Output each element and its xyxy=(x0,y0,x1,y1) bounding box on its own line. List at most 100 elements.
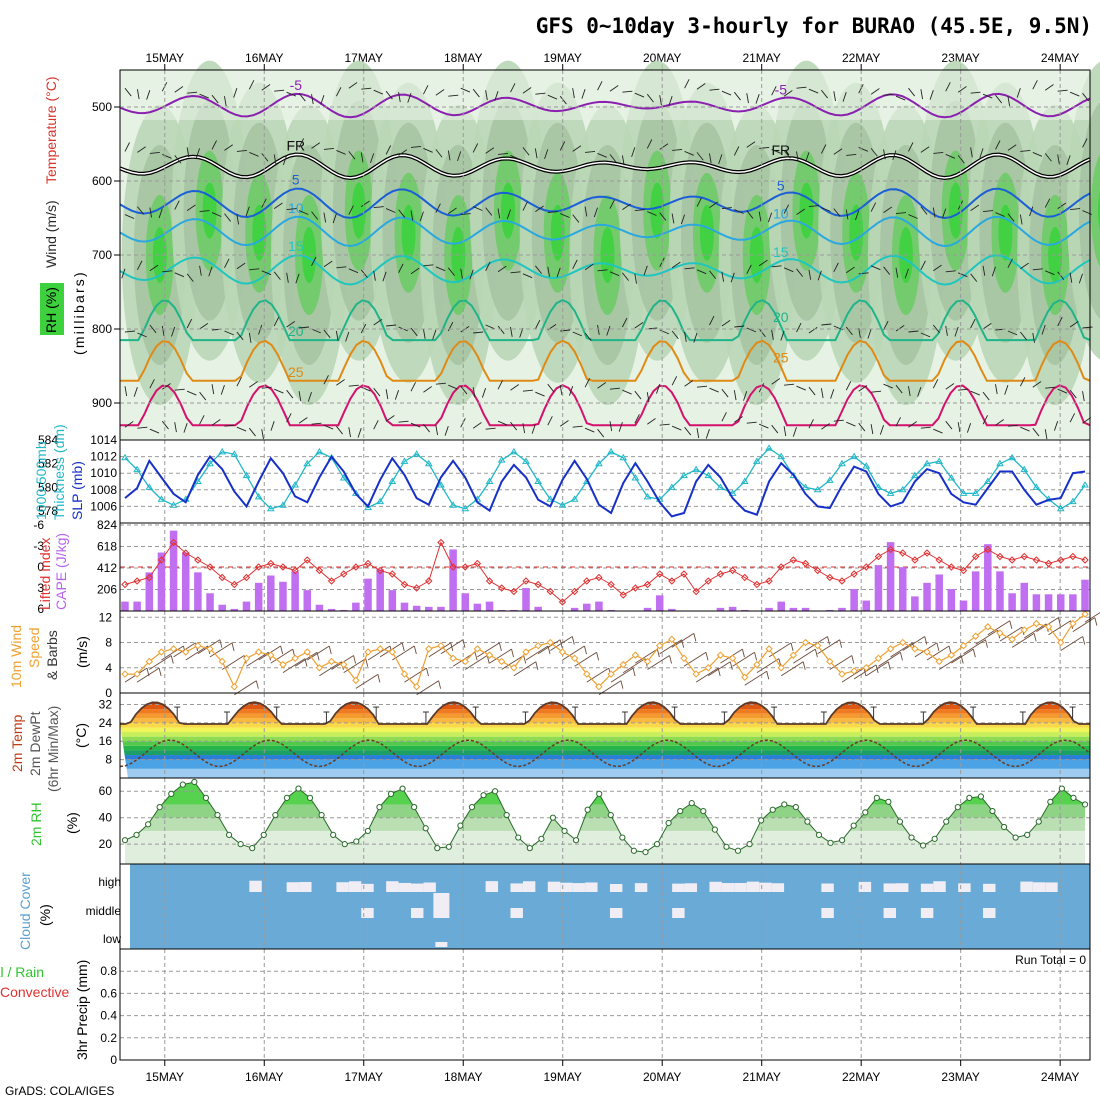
barb xyxy=(970,273,978,282)
cape-bar xyxy=(364,578,372,611)
barb xyxy=(547,211,558,214)
barb xyxy=(124,87,132,97)
barb xyxy=(224,258,230,269)
barb xyxy=(373,318,383,326)
wind10m-barb xyxy=(465,655,488,670)
cloud-clear-middle xyxy=(983,908,996,918)
barb xyxy=(174,388,185,391)
barb xyxy=(1032,80,1038,90)
cloud-middle-label: middle xyxy=(86,904,122,918)
barb xyxy=(817,270,822,281)
thickness-point xyxy=(424,459,433,467)
barb xyxy=(448,384,458,390)
barb xyxy=(460,213,471,216)
wind10m-barb xyxy=(1084,612,1100,623)
li-point xyxy=(388,570,397,578)
li-point xyxy=(182,549,190,557)
wind10m-barb-flag xyxy=(924,636,928,645)
day-label-top: 20MAY xyxy=(643,51,681,65)
wind10m-barb-flag xyxy=(353,655,357,664)
li-point xyxy=(497,584,506,592)
li-point xyxy=(570,587,579,596)
wind10m-point xyxy=(267,651,275,659)
barb xyxy=(671,376,678,386)
wind10m-point xyxy=(461,657,469,666)
barb xyxy=(336,425,343,435)
barb xyxy=(858,327,861,338)
cloud-clear-high xyxy=(386,881,399,892)
cape-bar xyxy=(376,569,384,611)
thickness-point xyxy=(825,476,834,483)
rh2m-point xyxy=(931,835,938,842)
barb xyxy=(373,206,384,209)
barb xyxy=(336,379,345,386)
temp-tick-label: 16 xyxy=(99,734,113,748)
day-label-top: 17MAY xyxy=(345,51,383,65)
barb xyxy=(435,382,446,385)
barb xyxy=(199,391,207,401)
barb xyxy=(622,203,631,210)
thickness-point xyxy=(923,459,931,467)
cloud-clear-high xyxy=(933,881,946,892)
cloud-clear-high xyxy=(361,883,374,892)
barb xyxy=(1019,377,1026,387)
wind10m-barb-flag xyxy=(887,661,891,670)
barb xyxy=(659,143,669,150)
li-point xyxy=(911,556,919,564)
barb xyxy=(435,266,446,272)
cape-bar xyxy=(728,606,737,611)
barb xyxy=(783,150,791,159)
barb xyxy=(149,207,152,218)
barb xyxy=(634,209,645,212)
barb xyxy=(585,150,596,153)
rh2m-point xyxy=(364,827,371,835)
barb xyxy=(360,269,368,278)
wind10m-point xyxy=(607,670,615,678)
rh2m-point xyxy=(156,804,163,811)
temp-label-2: 2m DewPt xyxy=(27,711,43,776)
barb xyxy=(410,422,421,428)
thickness-point xyxy=(558,501,567,508)
barb xyxy=(1007,96,1011,107)
barb xyxy=(966,423,972,433)
barb xyxy=(211,212,222,217)
cloud-clear-high xyxy=(883,883,896,892)
thickness-tick-label: 584 xyxy=(38,433,58,447)
barb xyxy=(158,208,163,219)
barb xyxy=(460,268,463,279)
barb xyxy=(920,332,931,338)
barb xyxy=(323,212,327,223)
chart-title: GFS 0~10day 3-hourly for BURAO (45.5E, 9… xyxy=(536,14,1092,38)
credit-text: GrADS: COLA/IGES xyxy=(5,1084,114,1098)
barb xyxy=(547,266,550,277)
barb xyxy=(522,147,530,156)
cape-bar xyxy=(984,544,992,611)
barb xyxy=(149,379,155,389)
thickness-point xyxy=(680,471,688,479)
cloud-clear-high xyxy=(771,883,785,892)
barb xyxy=(883,206,893,213)
barb xyxy=(186,147,190,158)
barb xyxy=(422,328,426,339)
barb xyxy=(559,95,567,105)
wind10m-barb xyxy=(841,667,865,683)
barb xyxy=(1020,149,1031,152)
li-point xyxy=(364,559,372,568)
thickness-point xyxy=(728,489,737,496)
barb xyxy=(149,264,159,272)
wind-panel: 0 4 8 12 10m Wind Speed & Barbs (m/s) xyxy=(8,610,1100,700)
wind10m-point xyxy=(838,670,846,678)
rh-plume xyxy=(849,204,864,261)
barb xyxy=(186,204,196,211)
li-point xyxy=(741,573,749,582)
cape-bar xyxy=(412,605,421,611)
barb xyxy=(323,329,331,339)
cape-bar xyxy=(145,572,154,611)
barb xyxy=(895,417,901,427)
profile-temp-label: Temperature (°C) xyxy=(43,76,59,184)
barb xyxy=(261,84,271,91)
barb xyxy=(696,197,702,207)
rh2m-point xyxy=(341,841,348,848)
barb xyxy=(435,425,439,436)
barb xyxy=(348,268,359,274)
